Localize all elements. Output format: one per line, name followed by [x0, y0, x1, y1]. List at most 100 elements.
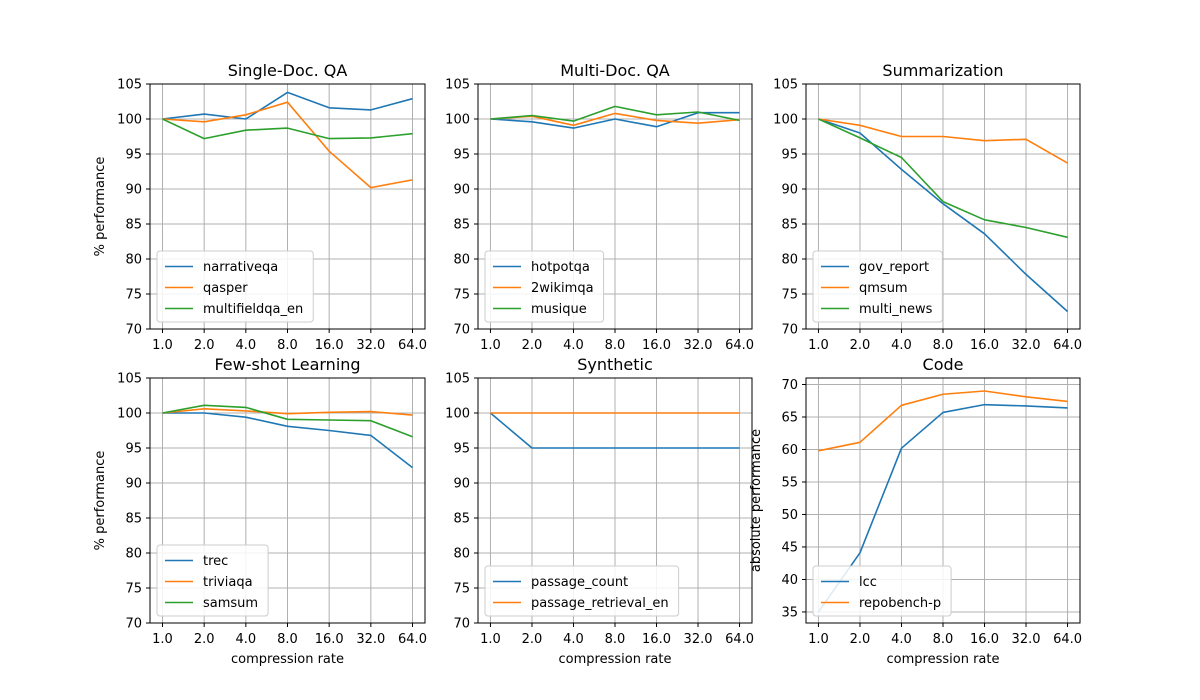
y-tick-label: 90	[781, 183, 798, 198]
legend: hotpotqa 2wikimqa musique	[484, 250, 605, 323]
x-tick-label: 2.0	[522, 338, 543, 353]
y-tick-label: 85	[453, 512, 470, 527]
x-tick-label: 1.0	[152, 632, 173, 647]
x-tick-label: 4.0	[563, 632, 584, 647]
legend: lcc repobench-p	[812, 565, 952, 617]
series-line-trec	[162, 412, 413, 469]
legend-label-musique: musique	[531, 302, 587, 317]
y-tick-label: 100	[445, 407, 470, 422]
x-tick-label: 16.0	[315, 632, 344, 647]
y-tick-label: 100	[445, 113, 470, 128]
y-tick-label: 90	[125, 477, 142, 492]
series-line-multifieldqa-en	[162, 118, 413, 140]
x-tick-label: 32.0	[684, 632, 713, 647]
y-tick-label: 70	[125, 617, 142, 632]
y-axis-label: % performance	[93, 451, 108, 551]
x-tick-label: 16.0	[642, 632, 671, 647]
x-tick-label: 4.0	[563, 338, 584, 353]
legend-box	[484, 565, 680, 617]
x-tick-label: 64.0	[398, 632, 427, 647]
y-tick-label: 70	[781, 378, 798, 393]
y-tick-label: 95	[781, 148, 798, 163]
y-tick-label: 80	[453, 253, 470, 268]
y-tick-label: 85	[125, 512, 142, 527]
x-tick-label: 1.0	[152, 338, 173, 353]
series-line-repobench-p	[818, 390, 1068, 452]
x-axis-label: compression rate	[231, 652, 344, 667]
x-tick-label: 2.0	[194, 338, 215, 353]
panel-title: Few-shot Learning	[214, 355, 360, 374]
panel-few-shot-learning: 1.0 2.0 4.0 8.0 16.0 32.0 64.0 70 75 80 85 90 95 100 1…	[93, 355, 427, 667]
x-tick-label: 32.0	[356, 632, 385, 647]
y-axis-label: absolute performance	[749, 429, 764, 572]
legend-box	[484, 250, 605, 323]
series-line-gov-report	[818, 118, 1069, 313]
panel-title: Code	[923, 355, 964, 374]
x-tick-label: 2.0	[194, 632, 215, 647]
x-tick-label: 16.0	[970, 338, 999, 353]
series-line-narrativeqa	[162, 91, 413, 120]
series-line-musique	[490, 105, 740, 122]
series-line-samsum	[162, 404, 413, 438]
y-tick-label: 70	[453, 617, 470, 632]
y-tick-label: 45	[781, 540, 798, 555]
legend-label-qasper: qasper	[203, 281, 248, 296]
y-tick-label: 85	[125, 218, 142, 233]
series-line-qmsum	[818, 118, 1068, 164]
x-tick-label: 4.0	[891, 632, 912, 647]
panel-single-doc-qa: 1.0 2.0 4.0 8.0 16.0 32.0 64.0 70 75 80 85 90 95 100 1…	[93, 61, 427, 353]
x-tick-label: 8.0	[933, 632, 954, 647]
x-tick-label: 2.0	[522, 632, 543, 647]
x-tick-label: 2.0	[850, 632, 871, 647]
x-tick-label: 8.0	[605, 338, 626, 353]
legend-label-multi-news: multi_news	[859, 302, 933, 317]
legend-label-gov-report: gov_report	[859, 260, 929, 275]
x-tick-label: 32.0	[684, 338, 713, 353]
legend-label-multifieldqa-en: multifieldqa_en	[203, 302, 303, 317]
panel-title: Multi-Doc. QA	[560, 61, 670, 80]
x-axis-label: compression rate	[887, 652, 1000, 667]
x-tick-label: 8.0	[933, 338, 954, 353]
y-tick-label: 95	[453, 442, 470, 457]
panel-multi-doc-qa: 1.0 2.0 4.0 8.0 16.0 32.0 64.0 70 75 80 85 90 95 100 1…	[445, 61, 754, 353]
x-tick-label: 1.0	[808, 338, 829, 353]
y-tick-label: 75	[453, 582, 470, 597]
y-tick-label: 60	[781, 443, 798, 458]
y-tick-label: 75	[453, 288, 470, 303]
y-tick-label: 70	[125, 323, 142, 338]
y-tick-label: 75	[781, 288, 798, 303]
legend-box	[156, 250, 314, 323]
x-tick-label: 32.0	[1012, 632, 1041, 647]
x-tick-label: 1.0	[480, 632, 501, 647]
x-tick-label: 64.0	[725, 632, 754, 647]
legend-label-repobench-p: repobench-p	[859, 596, 941, 611]
panel-title: Single-Doc. QA	[228, 61, 348, 80]
y-tick-label: 80	[125, 547, 142, 562]
y-tick-label: 105	[445, 372, 470, 387]
legend-label-passage-count: passage_count	[531, 575, 628, 590]
x-tick-label: 32.0	[1012, 338, 1041, 353]
legend: trec triviaqa samsum	[156, 544, 269, 617]
y-tick-label: 100	[117, 113, 142, 128]
y-tick-label: 70	[453, 323, 470, 338]
y-tick-label: 100	[773, 113, 798, 128]
legend-box	[812, 565, 952, 617]
y-tick-label: 75	[125, 582, 142, 597]
y-tick-label: 75	[125, 288, 142, 303]
y-tick-label: 105	[117, 78, 142, 93]
y-axis-label: % performance	[93, 157, 108, 257]
panel-synthetic: 1.0 2.0 4.0 8.0 16.0 32.0 64.0 70 75 80 85 90 95 100 1…	[445, 355, 754, 667]
x-tick-label: 1.0	[480, 338, 501, 353]
y-tick-label: 55	[781, 475, 798, 490]
x-tick-label: 16.0	[315, 338, 344, 353]
series-line-triviaqa	[162, 407, 413, 416]
y-tick-label: 100	[117, 407, 142, 422]
y-tick-label: 85	[781, 218, 798, 233]
y-tick-label: 40	[781, 573, 798, 588]
y-tick-label: 70	[781, 323, 798, 338]
x-tick-label: 16.0	[642, 338, 671, 353]
y-tick-label: 85	[453, 218, 470, 233]
legend-label-samsum: samsum	[203, 596, 258, 611]
